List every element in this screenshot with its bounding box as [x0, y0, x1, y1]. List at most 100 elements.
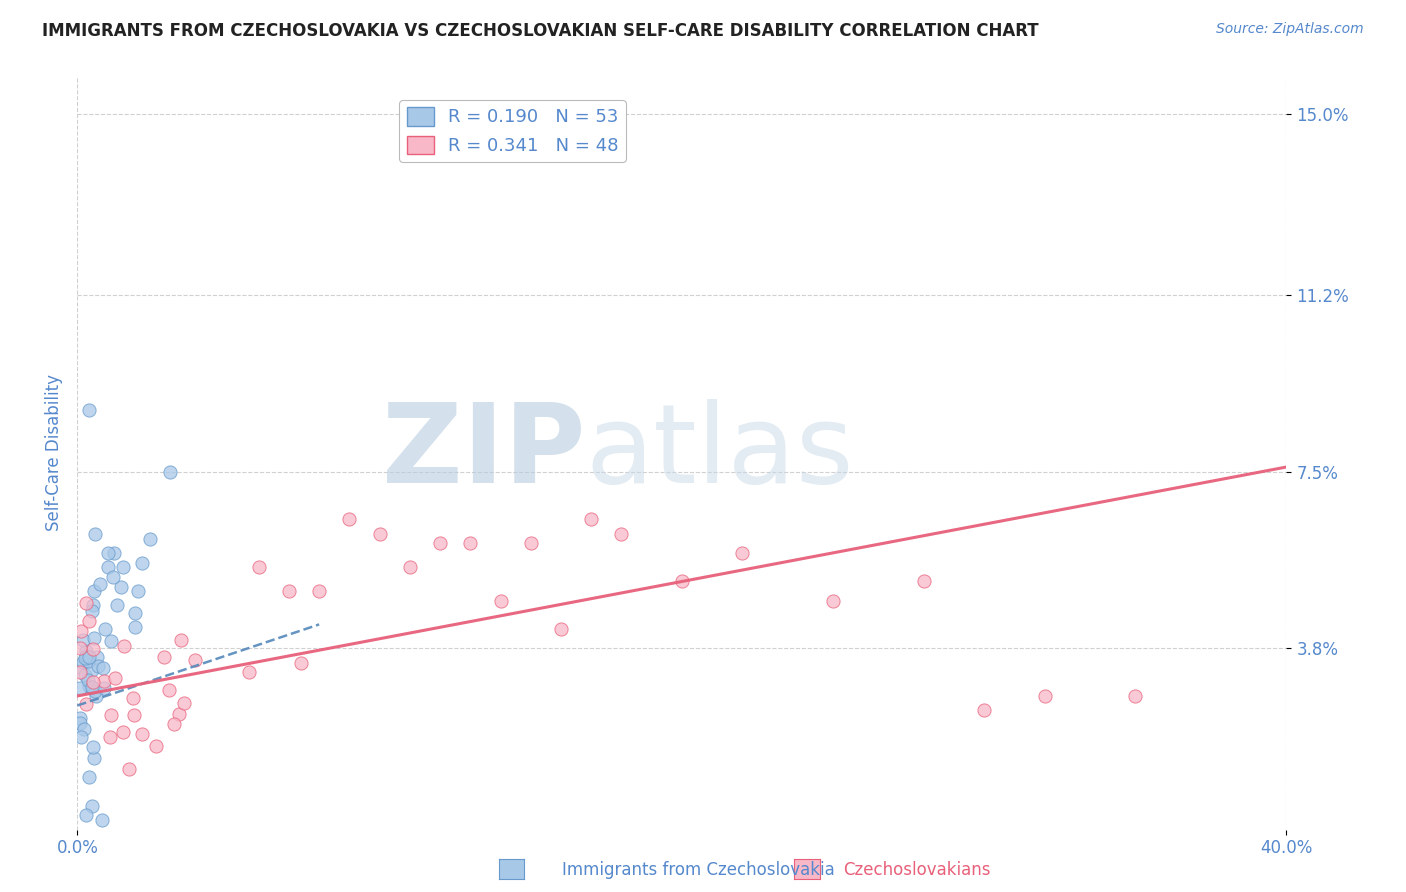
Point [368, 526, 391, 541]
Text: IMMIGRANTS FROM CZECHOSLOVAKIA VS CZECHOSLOVAKIAN SELF-CARE DISABILITY CORRELATI: IMMIGRANTS FROM CZECHOSLOVAKIA VS CZECHO… [42, 22, 1039, 40]
Point [75, 698, 97, 712]
Point [75, 808, 97, 822]
Point [93, 674, 115, 689]
Point [1033, 689, 1056, 703]
Point [72, 655, 94, 669]
Point [72, 633, 94, 648]
Point [97, 560, 120, 574]
Text: ZIP: ZIP [382, 400, 585, 506]
Point [75, 643, 97, 657]
Point [104, 672, 127, 686]
Point [290, 656, 312, 670]
Point [87, 659, 110, 673]
Point [73, 722, 96, 736]
Point [84, 526, 107, 541]
Point [173, 696, 195, 710]
Point [550, 622, 572, 636]
Point [75, 596, 97, 610]
Point [184, 652, 207, 666]
Point [84, 684, 107, 698]
Point [170, 633, 193, 648]
Point [77, 654, 100, 668]
Point [152, 649, 174, 664]
Point [96, 546, 118, 560]
Point [145, 739, 167, 754]
Point [93, 681, 115, 695]
Point [399, 560, 422, 574]
Text: Immigrants from Czechoslovakia: Immigrants from Czechoslovakia [562, 861, 835, 879]
Point [77, 770, 100, 784]
Point [69, 641, 91, 656]
Point [69, 665, 91, 680]
Point [69, 681, 91, 696]
Point [458, 536, 481, 550]
Point [91, 660, 114, 674]
Point [77, 649, 100, 664]
Point [110, 580, 132, 594]
Point [82, 798, 104, 813]
Legend: R = 0.190   N = 53, R = 0.341   N = 48: R = 0.190 N = 53, R = 0.341 N = 48 [399, 100, 626, 162]
Point [247, 560, 270, 574]
Point [83, 583, 105, 598]
Point [100, 633, 122, 648]
Point [105, 598, 128, 612]
Point [69, 660, 91, 674]
Point [101, 570, 124, 584]
Text: atlas: atlas [585, 400, 853, 506]
Point [139, 532, 162, 546]
Point [75, 648, 97, 663]
Point [80, 680, 103, 694]
Point [69, 715, 91, 730]
Point [489, 593, 512, 607]
Point [103, 546, 125, 560]
Point [82, 641, 104, 656]
Point [238, 665, 260, 679]
Point [581, 512, 603, 526]
Point [111, 560, 134, 574]
Text: Source: ZipAtlas.com: Source: ZipAtlas.com [1216, 22, 1364, 37]
Y-axis label: Self-Care Disability: Self-Care Disability [45, 374, 63, 532]
Point [114, 639, 136, 653]
Point [278, 584, 301, 599]
Point [163, 716, 186, 731]
Point [429, 536, 451, 550]
Point [159, 682, 181, 697]
Point [84, 690, 107, 704]
Point [89, 577, 111, 591]
Point [86, 649, 108, 664]
Point [82, 598, 104, 612]
Point [337, 512, 360, 526]
Point [94, 623, 117, 637]
Point [671, 574, 693, 589]
Point [90, 813, 112, 827]
Point [77, 680, 100, 694]
Point [75, 651, 97, 665]
Point [100, 707, 122, 722]
Point [159, 465, 181, 479]
Point [1123, 689, 1146, 703]
Text: Czechoslovakians: Czechoslovakians [844, 861, 991, 879]
Point [79, 402, 101, 417]
Point [80, 663, 103, 677]
Point [82, 740, 104, 755]
Point [83, 631, 105, 645]
Point [124, 620, 146, 634]
Point [82, 674, 104, 689]
Point [80, 604, 103, 618]
Point [82, 680, 104, 694]
Point [69, 730, 91, 744]
Point [610, 526, 633, 541]
Point [98, 730, 121, 744]
Point [308, 584, 330, 599]
Point [912, 574, 935, 589]
Point [121, 691, 143, 706]
Point [69, 711, 91, 725]
Point [77, 614, 100, 628]
Point [83, 751, 105, 765]
Point [127, 584, 149, 599]
Point [821, 593, 844, 607]
Point [131, 556, 153, 570]
Point [131, 727, 153, 741]
Point [731, 546, 754, 560]
Point [69, 624, 91, 638]
